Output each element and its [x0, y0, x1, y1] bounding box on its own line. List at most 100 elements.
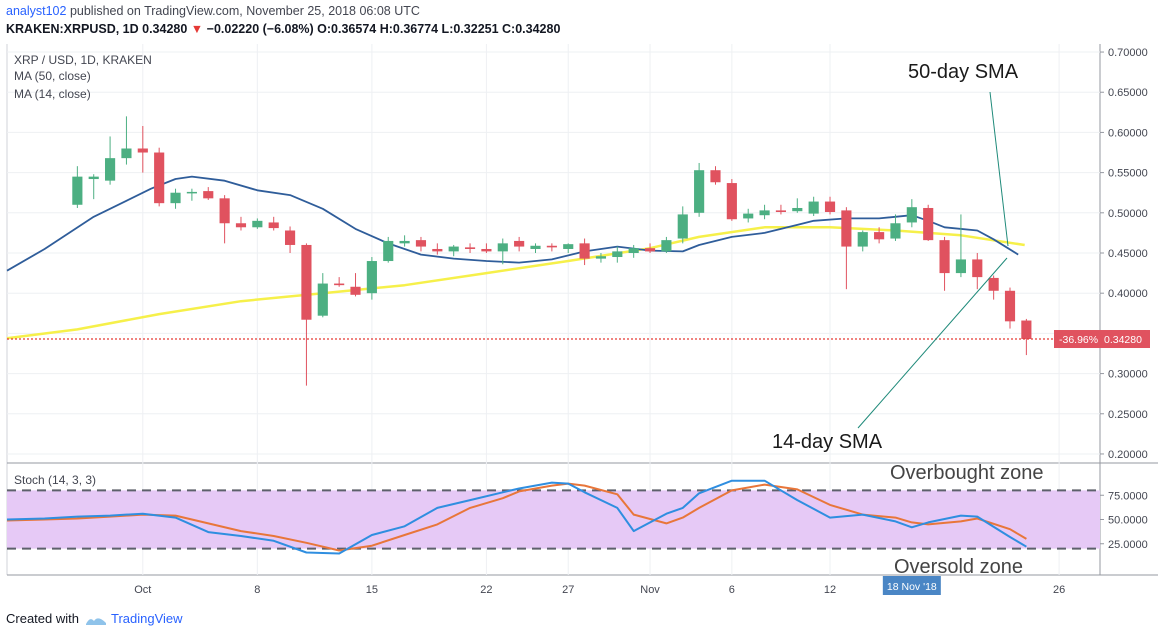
- stoch-tick-label: 50.0000: [1108, 515, 1148, 527]
- legend-stoch[interactable]: Stoch (14, 3, 3): [14, 473, 97, 487]
- candle-up: [792, 207, 803, 212]
- price-tick-label: 0.25000: [1108, 409, 1148, 421]
- price-tick-label: 0.30000: [1108, 369, 1148, 381]
- candle-down: [1004, 290, 1016, 322]
- candle-down: [219, 198, 230, 224]
- change-arrow-icon: ▼: [190, 22, 204, 36]
- time-tick-label: Nov: [640, 584, 660, 596]
- publish-info: published on TradingView.com, November 2…: [66, 4, 420, 18]
- candle-up: [808, 201, 819, 214]
- candle-down: [841, 210, 852, 247]
- candle-up: [317, 283, 328, 316]
- ma50-line: [6, 226, 1025, 340]
- stoch-tick-label: 25.0000: [1108, 539, 1148, 551]
- price-tick-label: 0.55000: [1108, 168, 1148, 180]
- price-tick-label: 0.50000: [1108, 208, 1148, 220]
- candle-down: [824, 201, 836, 213]
- price-tick-label: 0.60000: [1108, 127, 1148, 139]
- stoch-tick-label: 75.0000: [1108, 490, 1148, 502]
- candle-down: [268, 222, 279, 229]
- candle-up: [170, 192, 181, 204]
- price-tick-label: 0.65000: [1108, 87, 1148, 99]
- candle-down: [137, 148, 148, 153]
- footer-created: Created with: [6, 611, 79, 626]
- sma14-annotation: 14-day SMA: [772, 431, 883, 453]
- overbought-annotation: Overbought zone: [890, 462, 1043, 484]
- price-tick-label: 0.40000: [1108, 288, 1148, 300]
- candle-up: [121, 148, 132, 159]
- candle-down: [972, 259, 983, 278]
- candle-down: [923, 207, 934, 241]
- candle-down: [874, 232, 885, 240]
- sma14-pointer: [857, 257, 1008, 429]
- candle-down: [710, 170, 721, 183]
- candle-down: [514, 240, 525, 247]
- sma50-pointer: [989, 91, 1009, 247]
- candle-up: [595, 256, 607, 259]
- candle-down: [415, 240, 427, 247]
- candle-up: [955, 259, 966, 274]
- candle-up: [399, 240, 410, 244]
- candle-down: [432, 248, 443, 252]
- candle-up: [563, 244, 574, 249]
- candle-down: [154, 152, 165, 204]
- ohlc-values: O:0.36574 H:0.36774 L:0.32251 C:0.34280: [317, 22, 561, 36]
- candle-up: [448, 246, 459, 252]
- sma50-annotation: 50-day SMA: [908, 61, 1019, 83]
- legend-ma50[interactable]: MA (50, close): [14, 69, 91, 83]
- stoch-band: [7, 490, 1100, 549]
- candle-down: [988, 277, 999, 291]
- time-tick-label: 6: [729, 584, 735, 596]
- candle-up: [252, 220, 263, 228]
- candle-up: [857, 232, 868, 247]
- publish-line: analyst102 published on TradingView.com,…: [6, 4, 420, 18]
- symbol-price: KRAKEN:XRPUSD, 1D 0.34280: [6, 22, 188, 36]
- candle-down: [579, 243, 590, 259]
- legend-title: XRP / USD, 1D, KRAKEN: [14, 53, 152, 67]
- price-badge-price: 0.34280: [1104, 334, 1142, 346]
- candle-down: [235, 223, 247, 228]
- candle-down: [481, 248, 492, 252]
- change-value: −0.02220 (−6.08%): [206, 22, 314, 36]
- symbol-line: KRAKEN:XRPUSD, 1D 0.34280 ▼ −0.02220 (−6…: [6, 22, 560, 36]
- price-tick-label: 0.70000: [1108, 47, 1148, 59]
- candle-up: [759, 210, 770, 216]
- candle-up: [677, 214, 688, 239]
- candle-up: [105, 158, 116, 181]
- candle-down: [775, 210, 787, 213]
- candle-up: [661, 240, 672, 252]
- oversold-annotation: Oversold zone: [894, 556, 1023, 578]
- tradingview-logo-icon: [85, 617, 106, 625]
- price-tick-label: 0.20000: [1108, 449, 1148, 461]
- time-tick-label: Oct: [134, 584, 151, 596]
- candle-down: [301, 244, 312, 320]
- time-tick-label: 22: [480, 584, 492, 596]
- candle-down: [350, 286, 361, 295]
- candle-up: [497, 243, 508, 252]
- time-tick-label: 26: [1053, 584, 1065, 596]
- footer-brand[interactable]: TradingView: [110, 611, 183, 626]
- time-tick-label: 15: [366, 584, 378, 596]
- candle-down: [203, 191, 214, 199]
- candle-down: [939, 240, 950, 274]
- candle-up: [72, 176, 83, 205]
- date-badge-label: 18 Nov '18: [887, 581, 937, 593]
- candle-down: [1021, 320, 1032, 340]
- candle-up: [383, 240, 394, 262]
- author-link[interactable]: analyst102: [6, 4, 67, 18]
- stoch-k-line: [6, 479, 1027, 555]
- time-tick-label: 27: [562, 584, 574, 596]
- price-tick-label: 0.45000: [1108, 248, 1148, 260]
- candle-up: [906, 207, 917, 223]
- candle-down: [726, 183, 737, 220]
- candle-up: [186, 191, 197, 194]
- candle-up: [366, 261, 377, 294]
- footer: Created with TradingView: [6, 611, 183, 626]
- price-badge: [1054, 330, 1150, 349]
- candle-down: [644, 248, 656, 252]
- candle-down: [334, 283, 345, 286]
- candle-down: [546, 245, 557, 248]
- legend-ma14[interactable]: MA (14, close): [14, 87, 91, 101]
